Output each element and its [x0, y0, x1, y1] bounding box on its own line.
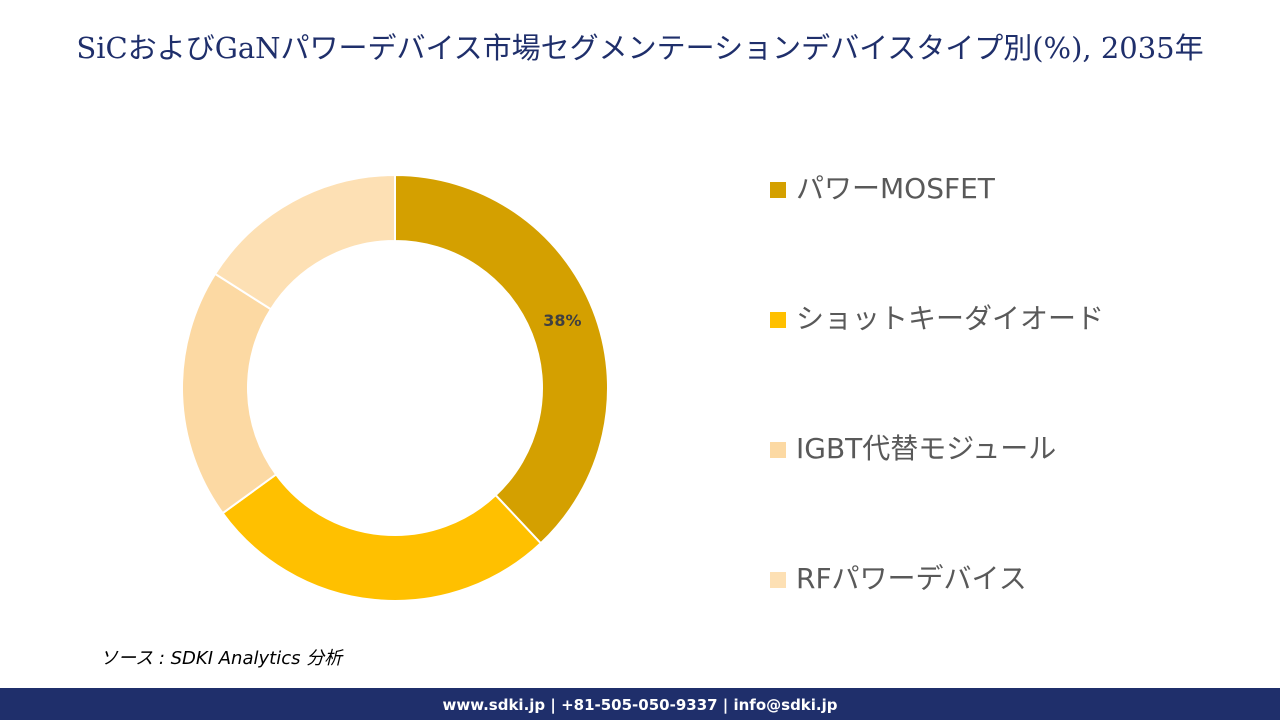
legend-label: IGBT代替モジュール	[796, 432, 1056, 465]
donut-segment	[221, 473, 543, 602]
donut-segment	[213, 173, 396, 311]
legend-swatch	[770, 572, 786, 588]
chart-title: SiCおよびGaNパワーデバイス市場セグメンテーションデバイスタイプ別(%), …	[76, 31, 1203, 65]
donut-segment	[394, 173, 609, 545]
legend-swatch	[770, 312, 786, 328]
legend-label: パワーMOSFET	[796, 172, 996, 205]
footer-bar	[0, 688, 1280, 720]
source-note: ソース : SDKI Analytics 分析	[100, 648, 344, 669]
donut-segment	[181, 272, 278, 515]
legend-label: RFパワーデバイス	[796, 562, 1027, 595]
legend-swatch	[770, 442, 786, 458]
legend-swatch	[770, 182, 786, 198]
legend-label: ショットキーダイオード	[796, 302, 1104, 335]
footer-contact: www.sdki.jp | +81-505-050-9337 | info@sd…	[442, 696, 837, 715]
data-label: 38%	[543, 311, 581, 330]
